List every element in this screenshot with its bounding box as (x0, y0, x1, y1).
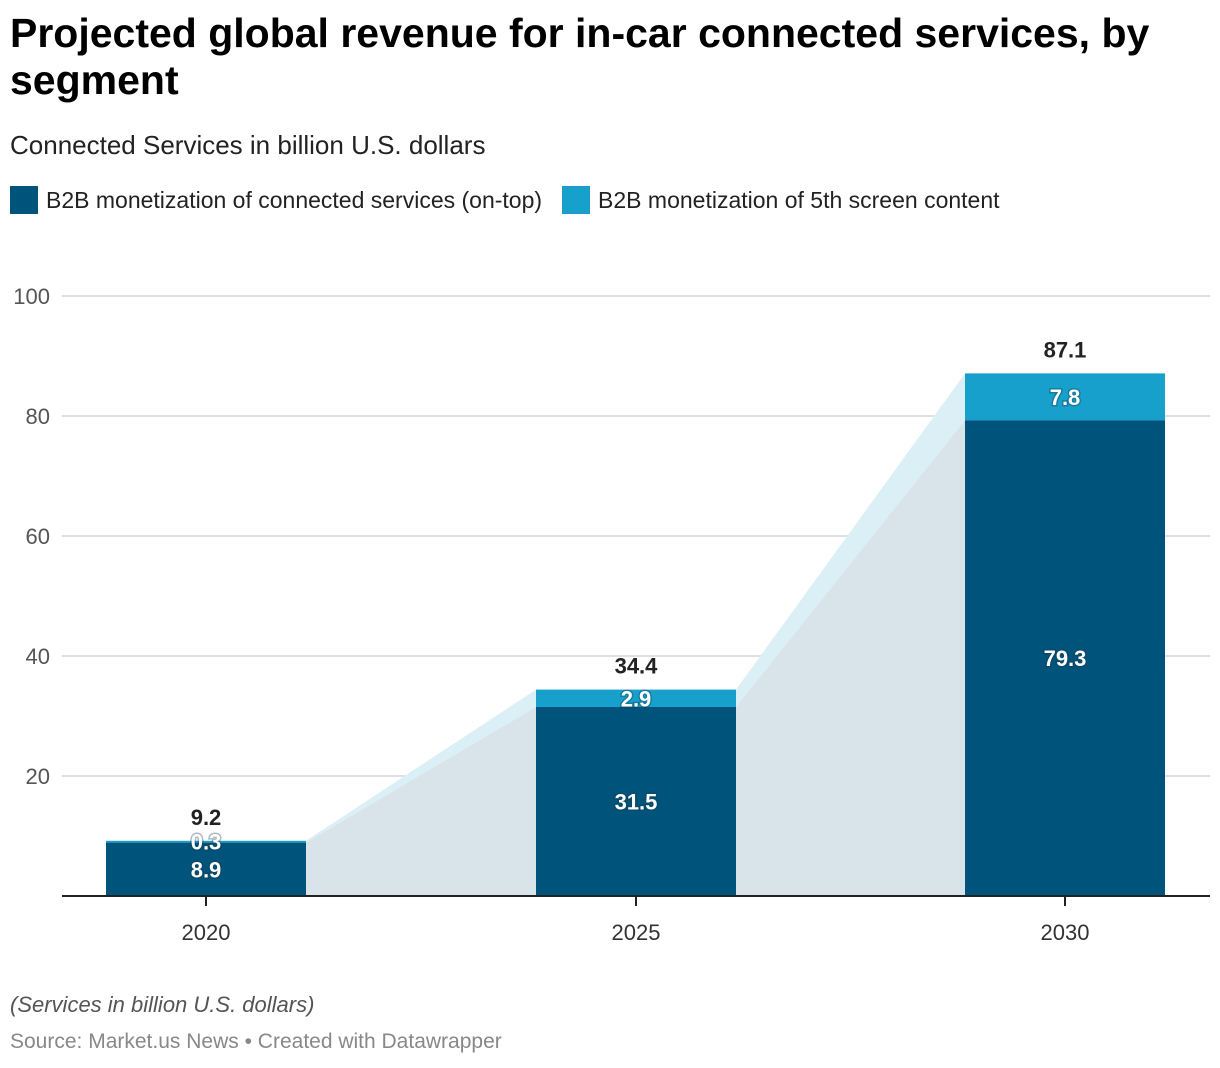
connector-area-on-top (736, 420, 965, 896)
x-tick-label: 2030 (1041, 920, 1090, 945)
y-tick-label: 20 (26, 764, 50, 789)
x-tick-label: 2020 (182, 920, 231, 945)
total-label: 9.2 (191, 805, 222, 830)
total-label: 87.1 (1044, 337, 1087, 362)
connector-area-5th-screen (736, 373, 965, 707)
y-tick-label: 100 (13, 284, 50, 309)
source-line: Source: Market.us News • Created with Da… (10, 1030, 502, 1054)
legend-swatch-light (562, 186, 591, 214)
value-label-5th-screen: 0.3 (191, 830, 222, 855)
value-label-on-top: 8.9 (191, 857, 222, 882)
value-label-on-top: 79.3 (1044, 646, 1087, 671)
chart-note: (Services in billion U.S. dollars) (10, 992, 315, 1017)
chart-title: Projected global revenue for in-car conn… (10, 10, 1150, 103)
value-label-5th-screen: 7.8 (1050, 385, 1081, 410)
legend-label: B2B monetization of connected services (… (46, 186, 543, 213)
legend-label: B2B monetization of 5th screen content (598, 186, 1000, 213)
y-tick-label: 80 (26, 404, 50, 429)
bar-on-top-2030 (965, 420, 1165, 896)
y-tick-label: 40 (26, 644, 50, 669)
x-tick-label: 2025 (612, 920, 661, 945)
bar-5th-screen-2025 (536, 689, 736, 707)
connector-area-5th-screen (306, 689, 536, 843)
legend-item-on-top: B2B monetization of connected services (… (10, 186, 542, 214)
value-label-5th-screen: 2.9 (621, 686, 652, 711)
total-label: 34.4 (615, 654, 659, 679)
connector-area-on-top (306, 707, 536, 896)
credit-text: Created with Datawrapper (257, 1030, 502, 1053)
y-tick-label: 60 (26, 524, 50, 549)
legend-swatch-dark (10, 186, 38, 214)
value-label-on-top: 31.5 (615, 790, 658, 815)
legend-item-5th-screen: B2B monetization of 5th screen content (562, 186, 1000, 214)
separator: • (244, 1030, 252, 1053)
legend: B2B monetization of connected services (… (10, 186, 1000, 214)
chart-subtitle: Connected Services in billion U.S. dolla… (10, 130, 486, 160)
bar-on-top-2025 (536, 707, 736, 896)
bar-on-top-2020 (106, 842, 306, 896)
bar-5th-screen-2030 (965, 373, 1165, 421)
source-text: Source: Market.us News (10, 1030, 239, 1053)
bar-5th-screen-2020 (106, 840, 306, 843)
